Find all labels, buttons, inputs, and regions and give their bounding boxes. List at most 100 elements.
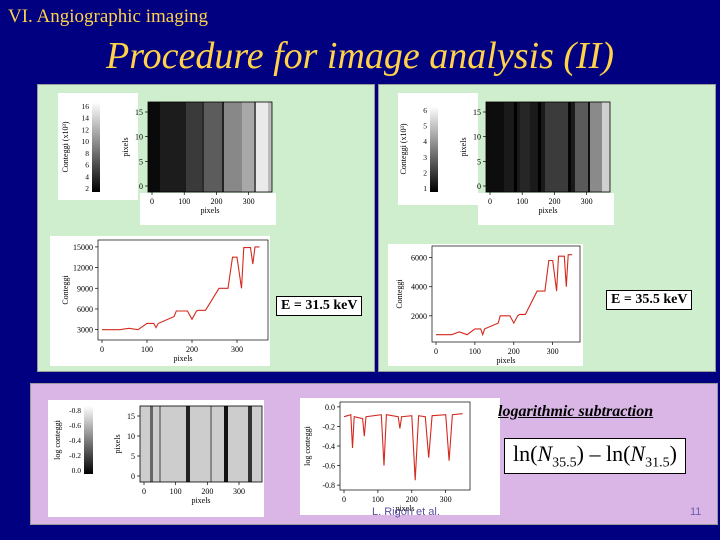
image-31-xtick-label: 100 [178,197,190,206]
formula-close: ) [669,441,677,466]
image-log-colorbar [84,406,93,474]
image-31-ytick-label: 5 [139,157,143,166]
image-log-ytick-label: 0 [131,472,135,481]
image-31-colorbar-tick: 10 [82,137,90,146]
profile-35-ytick-label: 2000 [411,312,427,321]
formula-n1: N [537,441,553,466]
profile-35-xtick-label: 200 [508,347,520,356]
profile-35-chart [388,244,583,366]
profile-log-xtick-label: 0 [342,495,346,504]
profile-31-ytick-label: 15000 [73,243,93,252]
image-log-heatmap [139,405,263,483]
slide-title: Procedure for image analysis (II) [106,35,614,77]
profile-log-xtick-label: 300 [440,495,452,504]
image-log-xtick-label: 200 [201,487,213,496]
image-log-xtick-label: 0 [142,487,146,496]
image-35-xtick-label: 0 [488,197,492,206]
profile-35-xlabel: pixels [496,356,515,365]
image-31-xlabel: pixels [200,206,219,215]
image-log-chart [48,400,264,517]
image-log-ytick-label: 10 [127,432,135,441]
profile-log-ytick-label: -0.4 [322,442,335,451]
profile-log-ylabel: log conteggi [303,425,312,466]
image-log-colorbar-tick: -0.6 [69,421,81,430]
image-log-colorbar-label: log conteggi [53,419,62,460]
image-35-colorbar-tick: 1 [423,184,427,193]
profile-35-ytick-label: 6000 [411,254,427,263]
image-35-colorbar-tick: 4 [423,137,427,146]
image-31-colorbar-tick: 12 [82,125,90,134]
image-35-colorbar-tick: 2 [423,168,427,177]
image-35-colorbar-label: Conteggi (x10³) [399,123,408,174]
profile-35-ylabel: Conteggi [395,279,404,309]
profile-35-xtick-label: 0 [434,347,438,356]
profile-35-xtick-label: 300 [547,347,559,356]
image-35-xtick-label: 100 [516,197,528,206]
profile-log-xtick-label: 100 [372,495,384,504]
image-31-colorbar-tick: 6 [85,161,89,170]
profile-31-ytick-label: 9000 [77,284,93,293]
image-35-ytick-label: 15 [473,108,481,117]
image-35-xtick-label: 300 [581,197,593,206]
formula-minus: ) – ln( [576,441,631,466]
image-31-xtick-label: 200 [210,197,222,206]
image-31-colorbar-tick: 8 [85,149,89,158]
image-31-chart [58,93,276,225]
profile-31-xtick-label: 300 [231,345,243,354]
section-title: VI. Angiographic imaging [8,6,208,27]
image-log-xlabel: pixels [191,496,210,505]
image-31-colorbar [92,102,100,192]
profile-31-xlabel: pixels [173,354,192,363]
image-log-colorbar-tick: -0.2 [69,451,81,460]
profile-log-ytick-label: -0.6 [322,462,335,471]
page-number: 11 [690,506,702,518]
image-35-ytick-label: 0 [477,182,481,191]
log-subtraction-label: logarithmic subtraction [498,403,654,420]
image-35-ytick-label: 5 [477,157,481,166]
image-35-chart [398,93,614,225]
image-35-heatmap [485,101,611,193]
profile-log-xtick-label: 200 [406,495,418,504]
profile-31-xtick-label: 200 [186,345,198,354]
image-31-ytick-label: 10 [135,133,143,142]
profile-31-xtick-label: 0 [100,345,104,354]
image-35-xtick-label: 200 [548,197,560,206]
energy-label-left: E = 31.5 keV [276,296,363,316]
image-log-colorbar-tick: -0.4 [69,436,81,445]
profile-log-ytick-label: -0.2 [322,422,335,431]
profile-log-xlabel: pixels [395,504,414,513]
profile-31-ytick-label: 3000 [77,326,93,335]
image-35-xlabel: pixels [538,206,557,215]
image-log-xtick-label: 300 [233,487,245,496]
image-31-colorbar-tick: 2 [85,184,89,193]
profile-31-ylabel: Conteggi [61,275,70,305]
formula-box: ln(N35.5) – ln(N31.5) [504,438,686,475]
image-31-colorbar-tick: 14 [82,114,90,123]
image-log-ylabel: pixels [113,434,122,453]
formula-sub1: 35.5 [552,455,577,471]
image-log-colorbar-tick: -0.8 [69,406,81,415]
profile-35-ytick-label: 4000 [411,283,427,292]
image-35-colorbar-tick: 3 [423,153,427,162]
profile-31-ytick-label: 12000 [73,264,93,273]
image-35-colorbar-tick: 6 [423,106,427,115]
image-31-colorbar-label: Conteggi (x10³) [61,121,70,172]
image-35-colorbar-tick: 5 [423,122,427,131]
profile-log-ytick-label: -0.8 [322,481,335,490]
profile-log-chart [300,398,500,515]
image-35-ytick-label: 10 [473,133,481,142]
image-31-colorbar-tick: 4 [85,172,89,181]
image-log-ytick-label: 5 [131,452,135,461]
image-31-colorbar-tick: 16 [82,102,90,111]
image-31-ytick-label: 15 [135,108,143,117]
formula-sub2: 31.5 [645,455,670,471]
image-31-ylabel: pixels [121,137,130,156]
image-31-xtick-label: 300 [243,197,255,206]
image-log-colorbar-tick: 0.0 [72,466,82,475]
formula-n2: N [630,441,646,466]
profile-31-ytick-label: 6000 [77,305,93,314]
image-35-ylabel: pixels [459,137,468,156]
image-31-heatmap [147,101,273,193]
profile-35-xtick-label: 100 [469,347,481,356]
